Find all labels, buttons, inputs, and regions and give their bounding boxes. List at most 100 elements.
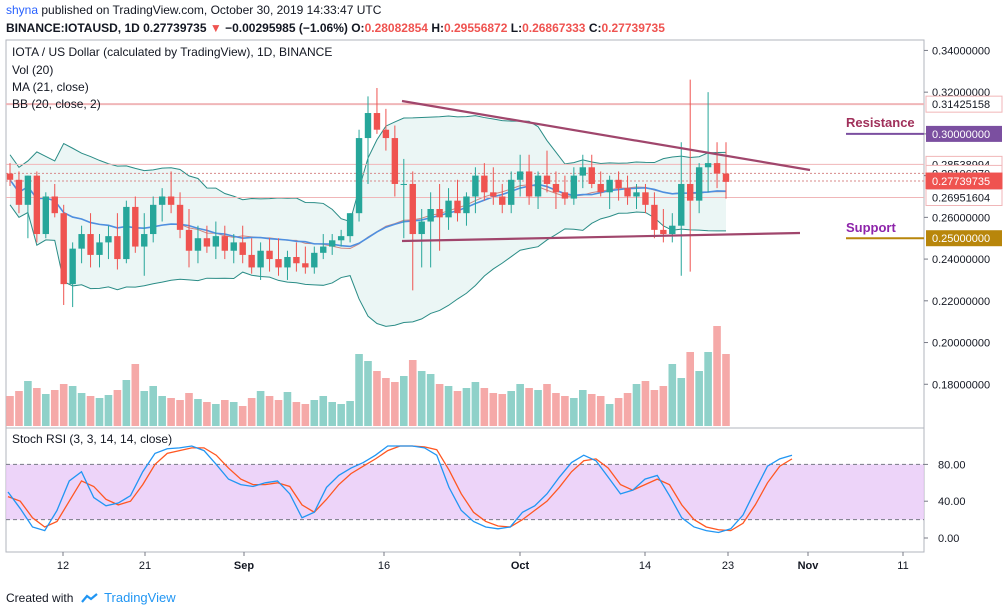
chart-title-legend: IOTA / US Dollar (calculated by TradingV… bbox=[12, 45, 332, 59]
support-label: Support bbox=[846, 220, 896, 235]
x-tick-label: 23 bbox=[722, 560, 734, 572]
volume-bar bbox=[382, 378, 390, 426]
volume-bar bbox=[596, 396, 605, 426]
volume-bar bbox=[668, 364, 677, 426]
candle-body bbox=[266, 250, 273, 260]
candle-body bbox=[642, 192, 649, 205]
x-tick-label: 11 bbox=[897, 560, 908, 572]
candle-body bbox=[248, 254, 255, 268]
open-value: 0.28082854 bbox=[364, 21, 428, 35]
tradingview-brand-link[interactable]: TradingView bbox=[104, 590, 176, 605]
price-label-text: 0.31425158 bbox=[932, 99, 990, 111]
candle-body bbox=[257, 250, 264, 268]
stoch-band-fill bbox=[6, 464, 924, 520]
candle-body bbox=[418, 221, 425, 235]
volume-bar bbox=[516, 384, 524, 426]
resistance-label: Resistance bbox=[846, 115, 915, 130]
volume-bar bbox=[364, 361, 372, 426]
volume-bar bbox=[435, 384, 444, 426]
candle-body bbox=[508, 179, 515, 205]
candle-body bbox=[185, 229, 193, 251]
candle-body bbox=[221, 236, 228, 251]
volume-bar bbox=[256, 391, 265, 426]
low-value: 0.26867333 bbox=[522, 21, 586, 35]
candle-body bbox=[42, 196, 49, 235]
candle-body bbox=[525, 171, 533, 197]
volume-bar bbox=[194, 399, 202, 426]
candle-body bbox=[158, 196, 166, 205]
volume-bar bbox=[176, 400, 184, 426]
candle-body bbox=[561, 192, 569, 199]
high-label: H: bbox=[431, 21, 444, 35]
candle-body bbox=[176, 204, 184, 230]
candle-body bbox=[114, 236, 121, 260]
volume-bar bbox=[552, 393, 560, 426]
volume-bar bbox=[534, 390, 542, 426]
price-label-text: 0.26951604 bbox=[932, 192, 990, 204]
candle-body bbox=[570, 175, 578, 199]
price-change: −0.00295985 (−1.06%) bbox=[225, 21, 348, 35]
volume-bar bbox=[337, 404, 345, 426]
author-link[interactable]: shyna bbox=[6, 3, 39, 17]
candle-body bbox=[516, 171, 524, 180]
volume-bar bbox=[605, 404, 614, 426]
volume-bar bbox=[489, 393, 498, 426]
volume-bar bbox=[471, 382, 480, 426]
x-tick-label: 21 bbox=[139, 560, 151, 572]
volume-legend: Vol (20) bbox=[12, 63, 53, 77]
stoch-k-line bbox=[7, 445, 793, 534]
y-tick-label: 0.26000000 bbox=[932, 212, 990, 224]
candle-body bbox=[311, 252, 318, 268]
y-tick-label: 0.34000000 bbox=[932, 45, 990, 57]
volume-bar bbox=[95, 398, 104, 426]
symbol-label: BINANCE:IOTAUSD, 1D bbox=[6, 21, 140, 35]
candle-body bbox=[651, 204, 658, 230]
candle-body bbox=[678, 183, 685, 226]
volume-bar bbox=[15, 391, 23, 426]
candle-body bbox=[687, 183, 694, 201]
candle-body bbox=[96, 242, 103, 255]
symbol-ohlc-line: BINANCE:IOTAUSD, 1D 0.27739735 ▼ −0.0029… bbox=[6, 21, 665, 35]
volume-bar bbox=[185, 393, 193, 426]
volume-bar bbox=[310, 400, 319, 426]
candle-body bbox=[230, 242, 237, 251]
candle-body bbox=[123, 206, 130, 260]
candle-body bbox=[284, 256, 291, 268]
candle-body bbox=[400, 183, 407, 185]
volume-bar bbox=[426, 374, 435, 426]
volume-bar bbox=[346, 401, 354, 426]
candle-body bbox=[87, 234, 94, 255]
candle-body bbox=[150, 204, 157, 235]
volume-bar bbox=[149, 386, 157, 426]
candle-body bbox=[490, 192, 497, 197]
volume-bar bbox=[122, 380, 131, 426]
candle-body bbox=[373, 113, 381, 130]
publish-info: shyna published on TradingView.com, Octo… bbox=[6, 3, 381, 17]
candle-body bbox=[382, 129, 390, 139]
candle-body bbox=[543, 175, 551, 184]
x-tick-label: 14 bbox=[639, 560, 651, 572]
stoch-y-tick-label: 80.00 bbox=[938, 459, 966, 471]
volume-bar bbox=[283, 392, 292, 426]
volume-bar bbox=[355, 354, 363, 426]
candle-body bbox=[329, 240, 336, 247]
volume-bar bbox=[677, 378, 686, 426]
candle-body bbox=[436, 209, 443, 218]
volume-bar bbox=[33, 388, 41, 426]
candle-body bbox=[337, 236, 345, 241]
candle-body bbox=[588, 167, 595, 184]
candle-body bbox=[391, 138, 399, 184]
x-tick-label: Oct bbox=[511, 560, 530, 572]
price-chart[interactable]: 0.340000000.320000000.300000000.28000000… bbox=[0, 0, 1006, 588]
candle-body bbox=[6, 173, 14, 180]
volume-bar bbox=[561, 396, 569, 426]
volume-bar bbox=[417, 371, 426, 426]
candle-body bbox=[60, 213, 67, 285]
volume-bar bbox=[167, 398, 175, 426]
x-tick-label: Sep bbox=[234, 560, 254, 572]
footer: Created with TradingView bbox=[6, 590, 176, 605]
candle-body bbox=[704, 163, 712, 168]
volume-bar bbox=[247, 398, 256, 426]
candle-body bbox=[606, 179, 613, 193]
candle-body bbox=[194, 238, 202, 251]
